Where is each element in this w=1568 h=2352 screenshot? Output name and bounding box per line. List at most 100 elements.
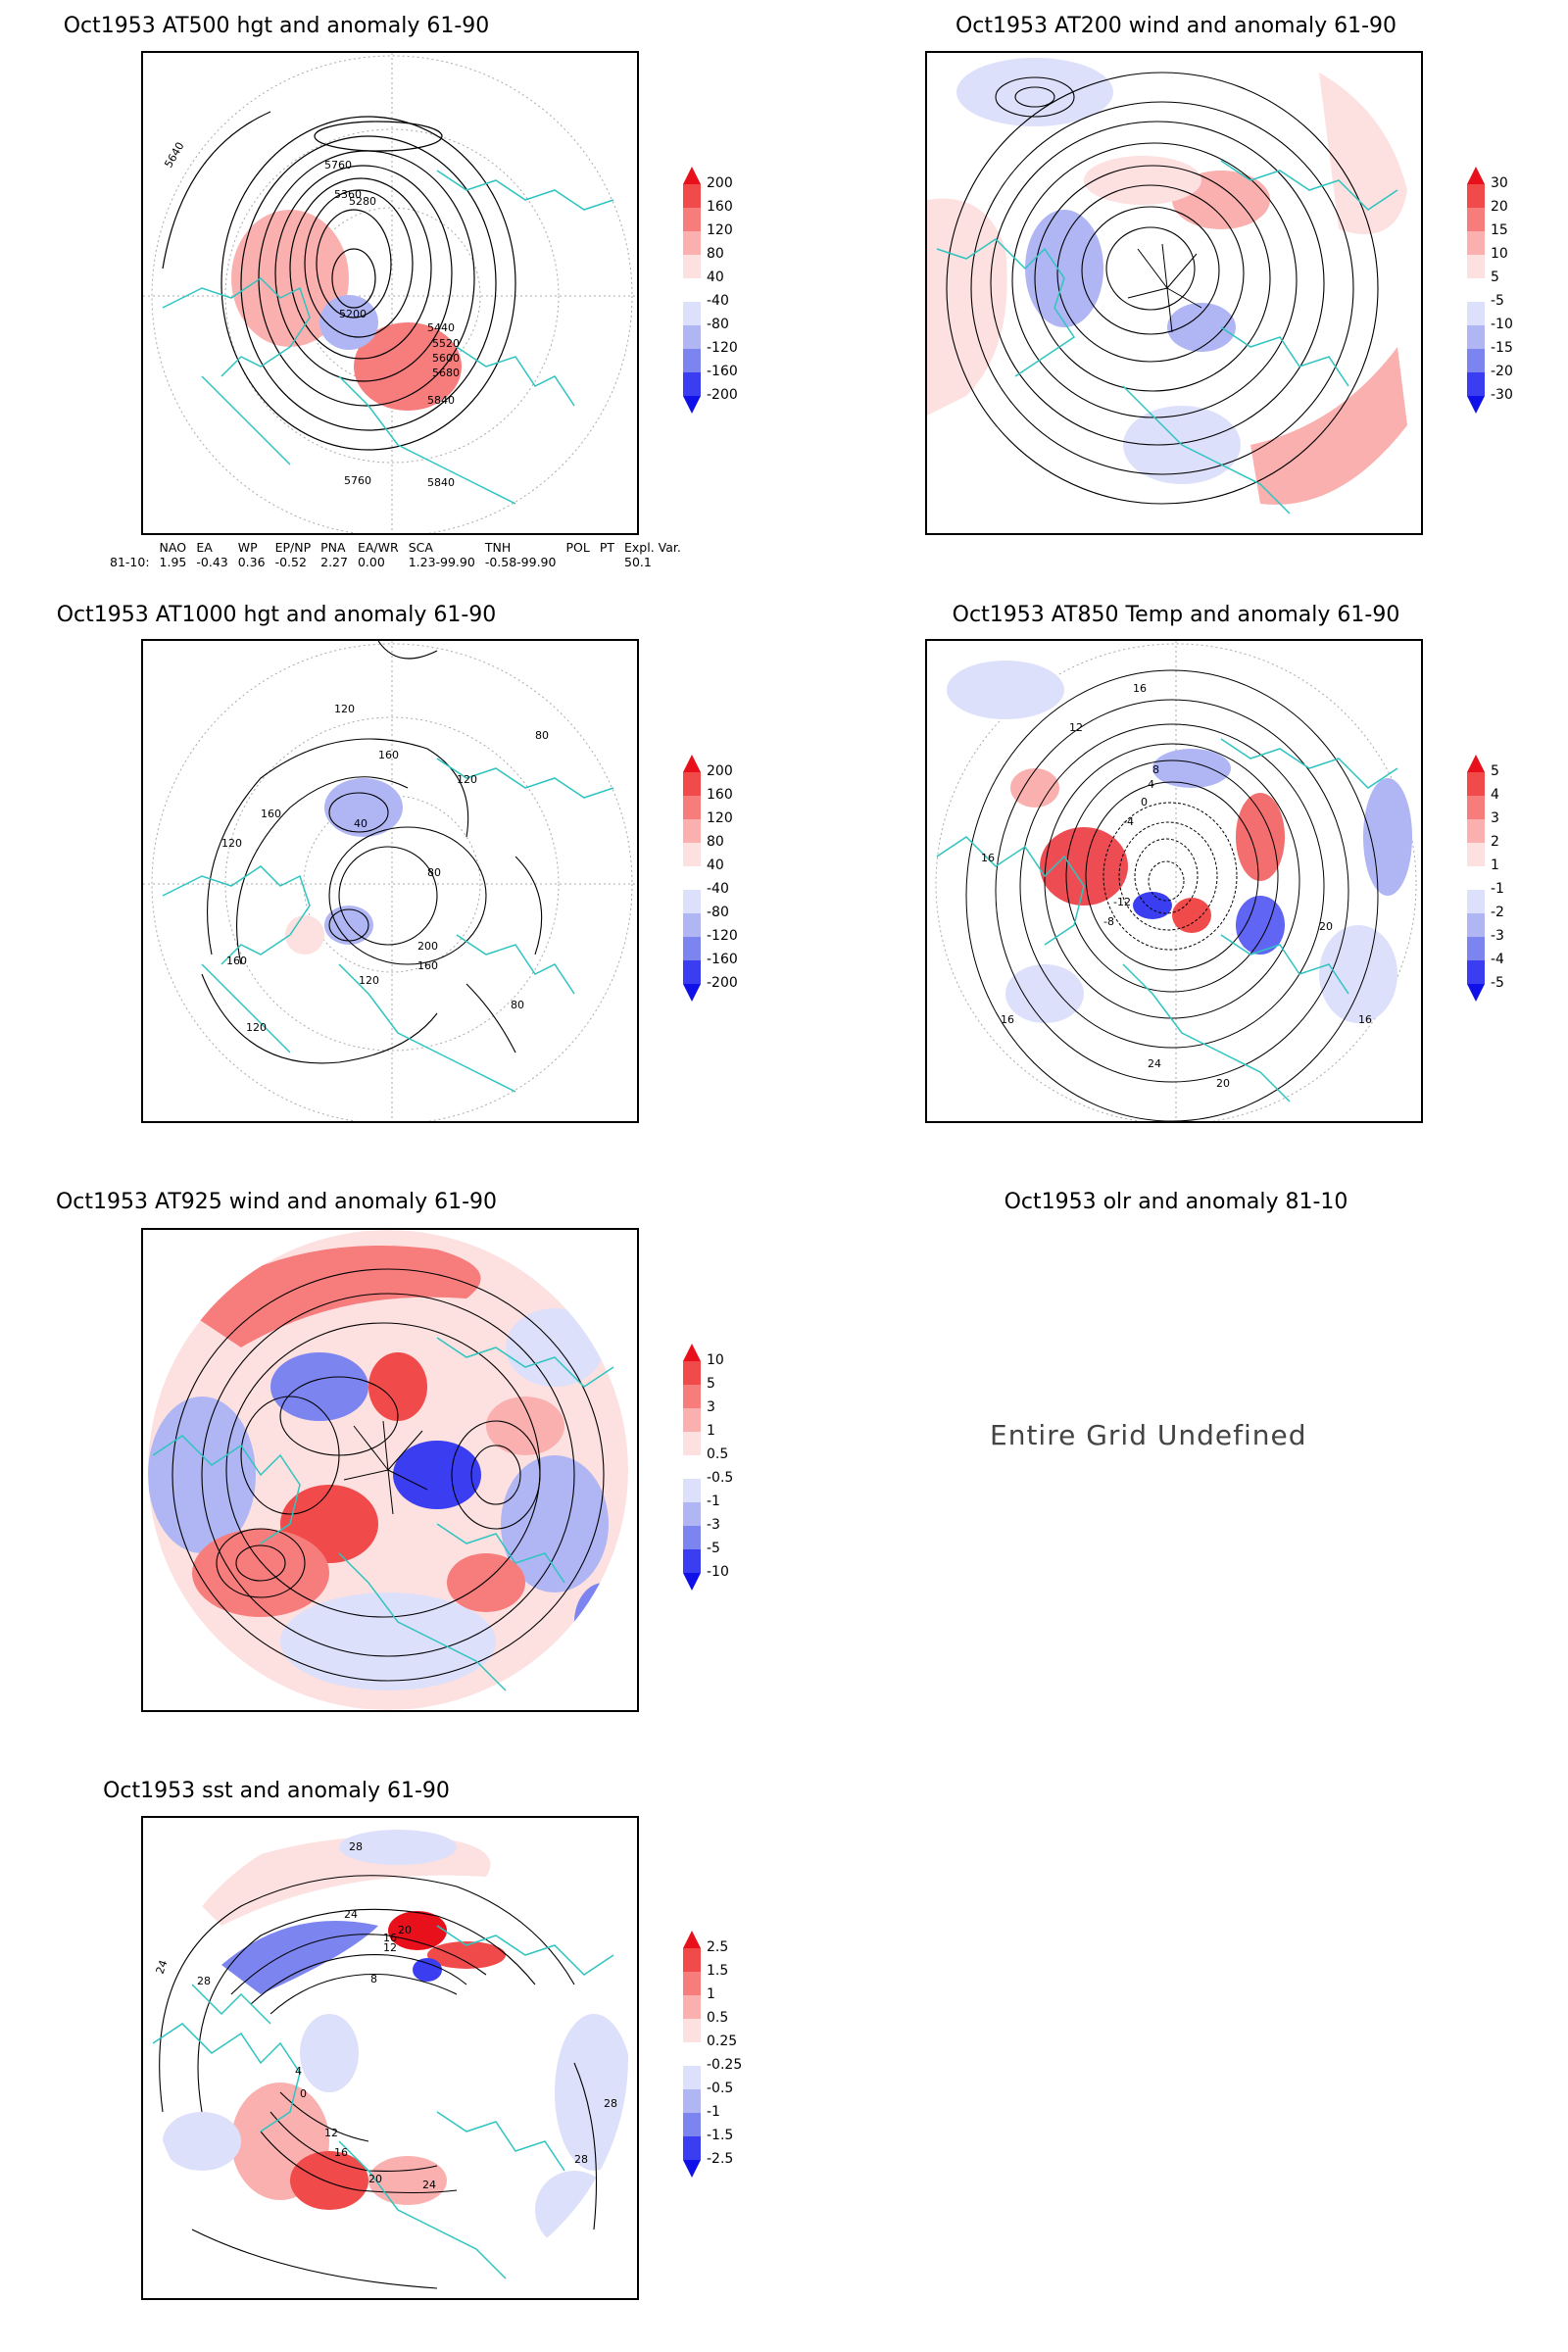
- colorbar-label: 160: [707, 787, 733, 803]
- colorbar-label: -1: [707, 2104, 720, 2120]
- colorbar-bottom-arrow: [683, 1573, 701, 1591]
- colorbar-swatch: [683, 1995, 701, 2019]
- colorbar-label: -1: [1491, 881, 1504, 897]
- colorbar-swatch: [683, 372, 701, 396]
- index-value: 0.00: [357, 555, 385, 569]
- teleconnection-indices: NAO EA WP EP/NP PNA EA/WR SCA TNH POL PT…: [110, 540, 691, 569]
- colorbar-step: [1467, 278, 1555, 302]
- colorbar-at200: 30 20 15 10 5 -5 -10 -15 -20 -30: [1467, 167, 1555, 414]
- map-at925: [141, 1228, 639, 1712]
- colorbar-step: [1467, 796, 1555, 819]
- contour-label: 5760: [324, 159, 352, 172]
- colorbar-label: -5: [1491, 293, 1504, 309]
- contour-label: 200: [417, 940, 438, 953]
- contour-label: 80: [535, 729, 549, 742]
- colorbar-label: 15: [1491, 222, 1508, 238]
- colorbar-label: -40: [707, 293, 729, 309]
- map-sst: 28 24 28 24 20 16 12 8 4 0 12 16 20 24 2…: [141, 1816, 639, 2300]
- contour-label: 160: [261, 808, 281, 820]
- colorbar-step: [683, 1502, 771, 1526]
- contour-label: 5360: [334, 188, 362, 201]
- colorbar-label: -1.5: [707, 2128, 734, 2143]
- contour-label: 5840: [427, 394, 455, 407]
- index-value: [565, 555, 599, 569]
- colorbar-label: -0.5: [707, 2081, 734, 2096]
- colorbar-label: 0.5: [707, 1446, 729, 1462]
- colorbar-label: 5: [1491, 763, 1499, 779]
- index-header: WP: [237, 540, 258, 555]
- colorbar-label: -4: [1491, 952, 1504, 967]
- contour-label: -4: [1123, 815, 1134, 828]
- colorbar-step: [683, 772, 771, 796]
- contour-label: 120: [246, 1021, 267, 1034]
- colorbar-swatch: [683, 772, 701, 796]
- map-at1000: 120 160 80 120 40 160 120 80 200 160 120…: [141, 639, 639, 1123]
- colorbar-swatch: [1467, 937, 1485, 960]
- colorbar-label: 3: [707, 1399, 715, 1415]
- colorbar-step: [1467, 184, 1555, 208]
- colorbar-swatch: [683, 2113, 701, 2136]
- contour-label: 120: [359, 974, 379, 987]
- colorbar-label: -5: [707, 1541, 720, 1556]
- contour-label: 5200: [339, 308, 367, 320]
- colorbar-label: 30: [1491, 175, 1508, 191]
- colorbar-step: [1467, 819, 1555, 843]
- index-header: NAO: [159, 540, 187, 555]
- contour-label: 24: [154, 1958, 171, 1976]
- colorbar-label: -0.5: [707, 1470, 734, 1486]
- contour-label: 28: [604, 2097, 617, 2110]
- colorbar-step: [1467, 772, 1555, 796]
- colorbar-step: [1467, 302, 1555, 325]
- colorbar-swatch: [1467, 302, 1485, 325]
- colorbar-step: [683, 1948, 771, 1972]
- contour-label: 120: [457, 773, 477, 786]
- contour-label: 28: [349, 1840, 363, 1853]
- colorbar-label: 0.25: [707, 2034, 738, 2049]
- colorbar-top-arrow: [1467, 167, 1485, 184]
- map-at850: 16 12 8 4 0 -4 -8 -12 16 20 24 20 16 16: [925, 639, 1423, 1123]
- colorbar-step: [683, 2066, 771, 2089]
- colorbar-label: 2.5: [707, 1939, 729, 1955]
- colorbar-label: 0.5: [707, 2010, 729, 2026]
- colorbar-step: [683, 1455, 771, 1479]
- colorbar-step: [1467, 255, 1555, 278]
- colorbar-step: [683, 1432, 771, 1455]
- colorbar-label: -160: [707, 952, 738, 967]
- colorbar-label: -1: [707, 1494, 720, 1509]
- colorbar-bottom-arrow: [683, 2160, 701, 2178]
- colorbar-swatch: [683, 1479, 701, 1502]
- colorbar-label: 20: [1491, 199, 1508, 215]
- contour-label: 5520: [432, 337, 460, 350]
- colorbar-label: 5: [1491, 270, 1499, 285]
- colorbar-label: -2: [1491, 905, 1504, 920]
- colorbar-step: [683, 184, 771, 208]
- colorbar-swatch: [683, 208, 701, 231]
- colorbar-step: [683, 349, 771, 372]
- colorbar-step: [683, 960, 771, 984]
- colorbar-bottom-arrow: [1467, 396, 1485, 414]
- contour-label: 80: [511, 999, 524, 1011]
- colorbar-top-arrow: [683, 167, 701, 184]
- colorbar-step: [683, 1479, 771, 1502]
- index-value: -0.58-99.90: [484, 555, 557, 569]
- colorbar-swatch: [683, 1408, 701, 1432]
- colorbar-label: 200: [707, 175, 733, 191]
- colorbar-label: 10: [1491, 246, 1508, 262]
- contour-label: 24: [1148, 1057, 1161, 1070]
- colorbar-step: [683, 208, 771, 231]
- colorbar-label: 4: [1491, 787, 1499, 803]
- contour-label: 4: [1148, 778, 1154, 791]
- index-header: PNA: [320, 540, 346, 555]
- colorbar-swatch: [683, 1432, 701, 1455]
- colorbar-step: [1467, 372, 1555, 396]
- colorbar-swatch: [683, 960, 701, 984]
- colorbar-label: -160: [707, 364, 738, 379]
- colorbar-label: 80: [707, 834, 724, 850]
- contour-label: 5680: [432, 367, 460, 379]
- colorbar-at500: 200 160 120 80 40 -40 -80 -120 -160 -200: [683, 167, 771, 414]
- colorbar-swatch: [1467, 796, 1485, 819]
- index-header: POL: [565, 540, 590, 555]
- contour-label: 4: [295, 2065, 302, 2078]
- panel-title-at500: Oct1953 AT500 hgt and anomaly 61-90: [63, 14, 490, 38]
- colorbar-swatch: [683, 913, 701, 937]
